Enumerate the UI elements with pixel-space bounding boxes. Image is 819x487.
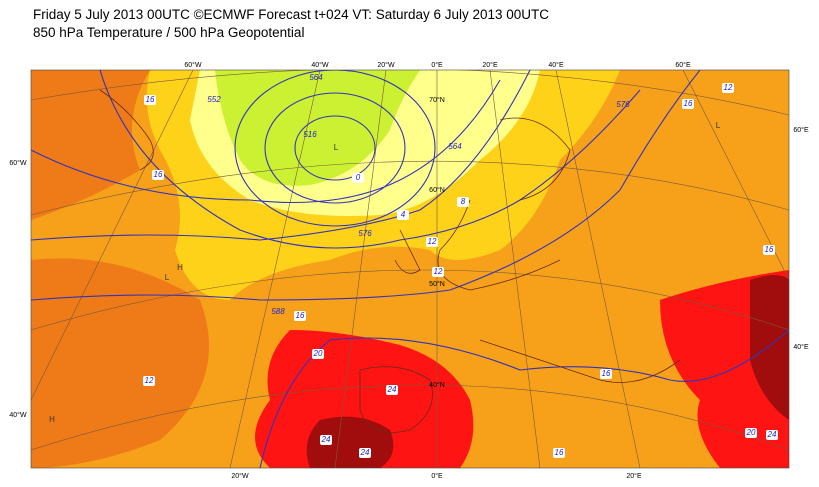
graticule-label: 60°W	[184, 61, 202, 69]
temperature-label: 20	[313, 349, 323, 358]
temperature-label: 16	[154, 170, 163, 179]
temperature-label-box	[722, 83, 734, 93]
graticule-label: 0°E	[431, 472, 443, 480]
hottest-field	[750, 275, 789, 420]
geopotential-contour	[264, 92, 406, 204]
geopotential-label: 588	[271, 307, 285, 316]
temperature-label-box	[600, 369, 612, 379]
pressure-centre: L	[716, 121, 721, 130]
temperature-label-box	[763, 245, 775, 255]
labels: 60°W 40°W 20°W 0°E 20°E 40°E 60°E 20°W 0°E 20°E 60…	[9, 61, 809, 480]
temperature-label: 0	[356, 173, 361, 182]
geopotential-label: 576	[616, 100, 630, 109]
graticule-label: 20°E	[482, 61, 498, 69]
temperature-label: 16	[684, 99, 693, 108]
temperature-label: 12	[145, 376, 154, 385]
temperature-label: 12	[428, 237, 437, 246]
temperature-label-box	[144, 95, 156, 105]
geopotential-label: 516	[303, 130, 317, 139]
geopotential-label: 552	[207, 95, 221, 104]
graticule-label: 50°N	[429, 280, 445, 288]
warmer-field	[31, 258, 209, 468]
geopotential-contour	[294, 115, 376, 181]
temperature-label: 16	[602, 369, 611, 378]
graticule-label: 70°N	[429, 96, 445, 104]
temperature-label-box	[432, 267, 444, 277]
warmer-field	[31, 70, 150, 220]
coastline	[99, 89, 681, 433]
graticule-label: 20°W	[231, 472, 249, 480]
temperature-label: 24	[387, 385, 397, 394]
geopotential-label: 576	[358, 229, 372, 238]
temperature-label: 4	[401, 210, 406, 219]
geopotential-contour	[234, 70, 436, 227]
graticule-label: 40°N	[429, 381, 445, 389]
pressure-centre: L	[165, 273, 170, 282]
temperature-label-box	[745, 428, 757, 438]
temperature-label: 12	[724, 83, 733, 92]
geopotential-label: 564	[448, 142, 462, 151]
temperature-label: 16	[765, 245, 774, 254]
geopotential-contour	[31, 70, 701, 301]
temperature-label-box	[553, 448, 565, 458]
graticule-label: 20°E	[626, 472, 642, 480]
temperature-label-box	[320, 435, 332, 445]
temperature-label-box	[152, 170, 164, 180]
pressure-centre: L	[334, 143, 339, 152]
graticule-label: 60°E	[793, 126, 809, 134]
geopotential-contour	[99, 70, 641, 249]
geopotential-contour	[31, 79, 501, 204]
graticule-label: 0°E	[431, 61, 443, 69]
temperature-label-box	[457, 197, 469, 207]
temperature-label-box	[352, 173, 364, 183]
graticule-label: 40°E	[548, 61, 564, 69]
pressure-centre: H	[177, 263, 183, 272]
temperature-label-box	[312, 349, 324, 359]
temperature-label: 16	[555, 448, 564, 457]
temperature-label: 12	[434, 267, 443, 276]
graticule-label: 40°E	[793, 343, 809, 351]
graticule-label: 20°W	[377, 61, 395, 69]
map-frame	[30, 69, 790, 469]
temperature-label-box	[386, 385, 398, 395]
temperature-label: 24	[321, 435, 331, 444]
temperature-label-box	[397, 210, 409, 220]
graticule-label: 40°W	[311, 61, 329, 69]
geopotential-label: 564	[309, 73, 323, 82]
temperature-label-box	[294, 311, 306, 321]
temperature-label: 24	[360, 448, 370, 457]
temperature-label: 16	[146, 95, 155, 104]
temperature-label: 16	[296, 311, 305, 320]
temperature-label-box	[682, 99, 694, 109]
temperature-label: 8	[461, 197, 466, 206]
graticule-label: 60°E	[675, 61, 691, 69]
graticule-label: 40°W	[9, 411, 27, 419]
pressure-centre: H	[49, 415, 55, 424]
temperature-label: 24	[767, 430, 777, 439]
temperature-label-box	[426, 237, 438, 247]
subtitle: 850 hPa Temperature / 500 hPa Geopotenti…	[33, 25, 304, 40]
geopotential-contour	[259, 329, 789, 468]
graticule-label: 60°W	[9, 159, 27, 167]
map-field	[31, 70, 789, 468]
temperature-label-box	[143, 376, 155, 386]
temperature-label: 20	[746, 428, 756, 437]
geopotential-contour	[31, 70, 531, 241]
parallel	[31, 70, 789, 451]
title: Friday 5 July 2013 00UTC ©ECMWF Forecast…	[33, 7, 549, 22]
temperature-label-box	[766, 430, 778, 440]
graticule-label: 60°N	[429, 186, 445, 194]
temperature-label-box	[359, 448, 371, 458]
hot-field	[255, 330, 474, 468]
hottest-field	[306, 416, 394, 468]
